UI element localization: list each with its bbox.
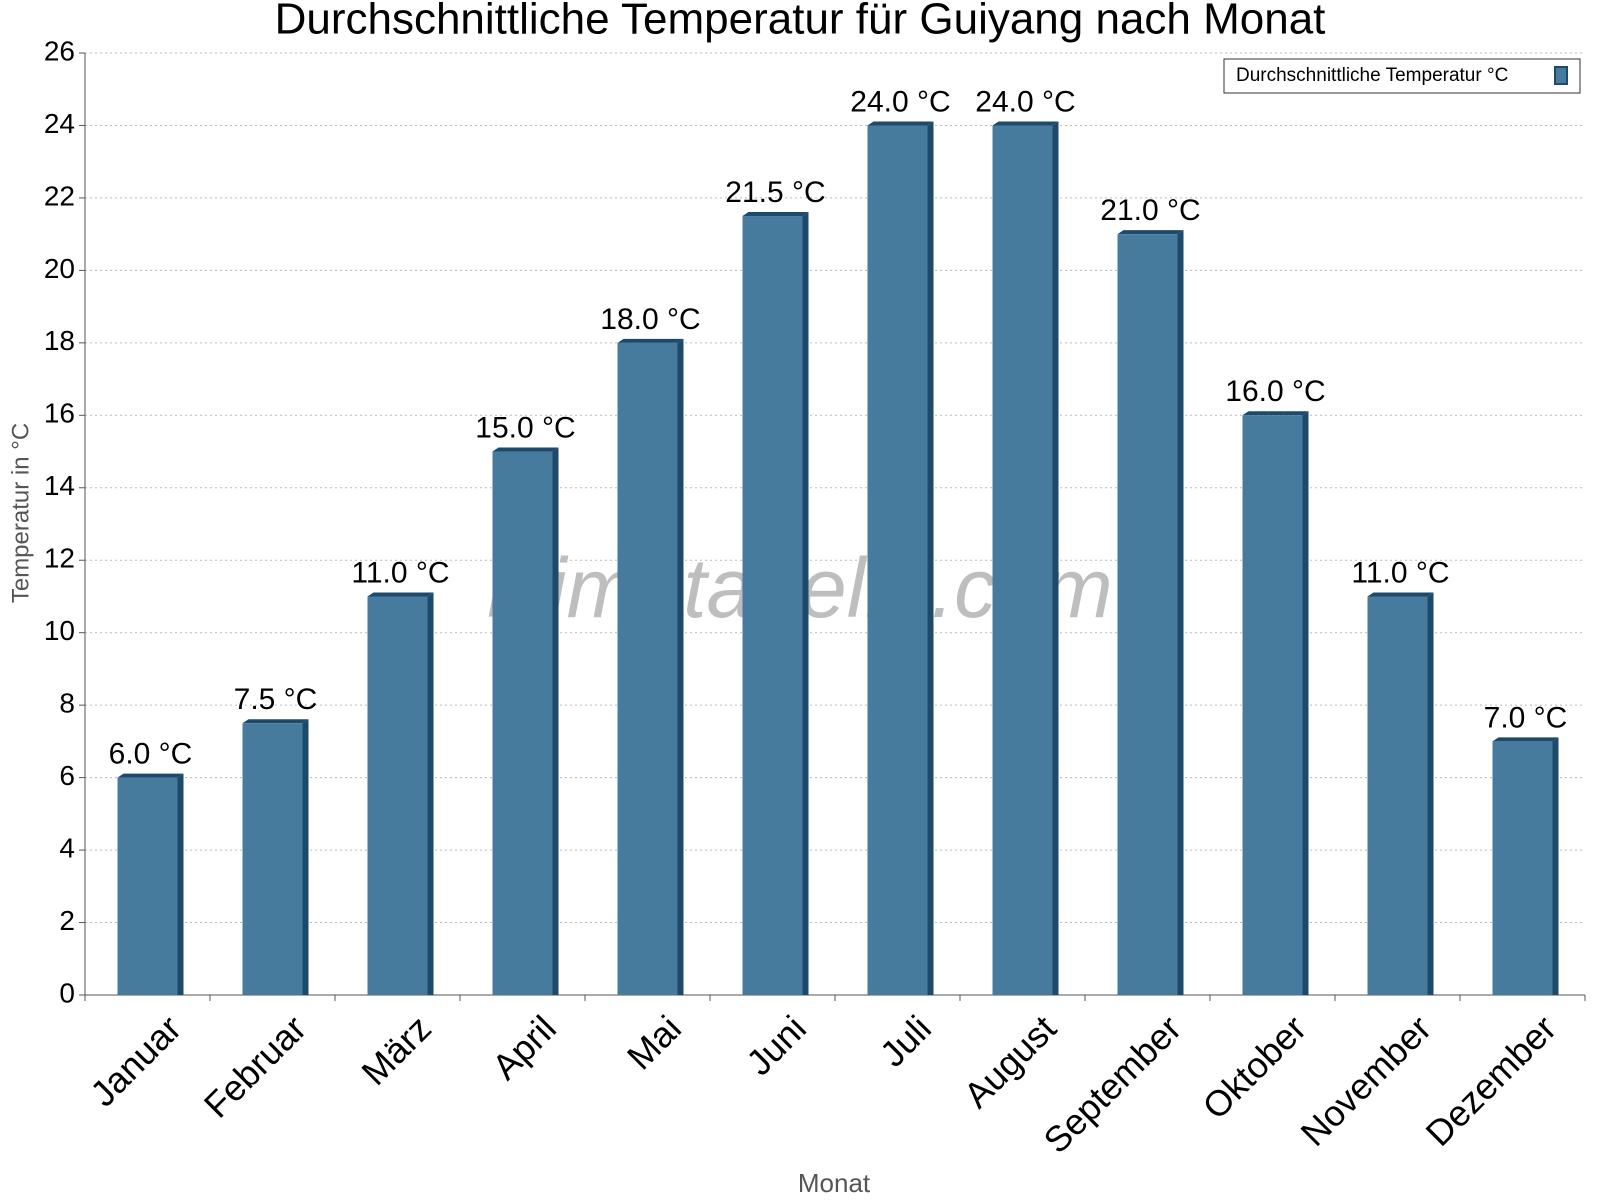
x-tick-label: Januar: [82, 1007, 189, 1114]
y-tick-label: 0: [59, 977, 75, 1008]
bar-top: [242, 719, 309, 724]
bar-top: [492, 447, 559, 452]
x-tick-label: Dezember: [1418, 1007, 1564, 1153]
bar-side: [1552, 737, 1559, 995]
legend: Durchschnittliche Temperatur °C: [1223, 58, 1581, 94]
y-tick-label: 22: [44, 180, 75, 211]
value-label: 11.0 °C: [1351, 556, 1449, 589]
x-tick-label: November: [1293, 1007, 1439, 1153]
bar-side: [177, 773, 184, 995]
bar: [1242, 415, 1303, 995]
bar: [1367, 596, 1428, 995]
bar-top: [1117, 230, 1184, 235]
bar-top: [867, 121, 934, 126]
value-label: 21.0 °C: [1100, 194, 1200, 227]
bar: [1117, 234, 1178, 996]
bar: [367, 596, 428, 995]
value-label: 24.0 °C: [975, 85, 1075, 118]
y-tick-label: 12: [44, 543, 75, 574]
x-tick-label: August: [956, 1007, 1064, 1115]
value-label: 6.0 °C: [109, 738, 193, 771]
x-tick-label: Oktober: [1194, 1007, 1314, 1127]
bar-side: [427, 592, 434, 995]
x-tick-label: März: [353, 1007, 439, 1093]
x-axis-label: Monat: [798, 1168, 871, 1198]
x-tick-label: April: [484, 1007, 564, 1087]
y-tick-label: 18: [44, 325, 75, 356]
bar-side: [552, 447, 559, 995]
x-tick-label: Mai: [619, 1007, 689, 1077]
y-tick-label: 26: [44, 35, 75, 66]
legend-swatch: [1554, 66, 1568, 85]
x-tick-label: Februar: [196, 1007, 314, 1125]
x-tick-label: Juli: [872, 1007, 939, 1074]
bar-side: [1427, 592, 1434, 995]
chart-title: Durchschnittliche Temperatur für Guiyang…: [275, 0, 1326, 44]
value-label: 21.5 °C: [725, 176, 825, 209]
y-tick-label: 4: [59, 832, 75, 863]
value-label: 7.5 °C: [234, 683, 318, 716]
bar-top: [742, 212, 809, 217]
bar-top: [1492, 737, 1559, 742]
legend-box: [1223, 58, 1581, 94]
bar-top: [1367, 592, 1434, 597]
bar: [492, 451, 553, 995]
value-label: 15.0 °C: [475, 411, 575, 444]
value-label: 18.0 °C: [600, 303, 700, 336]
y-tick-label: 16: [44, 398, 75, 429]
y-tick-label: 6: [59, 760, 75, 791]
value-label: 24.0 °C: [850, 85, 950, 118]
x-tick-label: Juni: [738, 1007, 814, 1083]
bar-side: [1052, 121, 1059, 995]
y-tick-label: 8: [59, 688, 75, 719]
bar: [117, 777, 178, 995]
bar: [242, 723, 303, 995]
bar: [992, 125, 1053, 995]
y-tick-label: 14: [44, 470, 75, 501]
bar-top: [367, 592, 434, 597]
bar-side: [802, 212, 809, 996]
value-label: 7.0 °C: [1484, 701, 1568, 734]
y-tick-label: 10: [44, 615, 75, 646]
y-axis-label: Temperatur in °C: [7, 423, 34, 603]
y-tick-label: 2: [59, 905, 75, 936]
bar-side: [1302, 411, 1309, 995]
y-tick-label: 24: [44, 108, 75, 139]
value-label: 16.0 °C: [1225, 375, 1325, 408]
bar-top: [617, 338, 684, 343]
bar-side: [302, 719, 309, 995]
bar: [1492, 741, 1553, 995]
bar-top: [992, 121, 1059, 126]
y-tick-label: 20: [44, 253, 75, 284]
bar-side: [677, 338, 684, 995]
bar-side: [927, 121, 934, 995]
bar-side: [1177, 230, 1184, 996]
bar: [742, 216, 803, 996]
bar-top: [117, 773, 184, 778]
bar-top: [1242, 411, 1309, 416]
x-tick-label: September: [1035, 1007, 1189, 1161]
legend-label: Durchschnittliche Temperatur °C: [1236, 65, 1508, 86]
bar: [867, 125, 928, 995]
bar: [617, 342, 678, 995]
value-label: 11.0 °C: [351, 556, 449, 589]
